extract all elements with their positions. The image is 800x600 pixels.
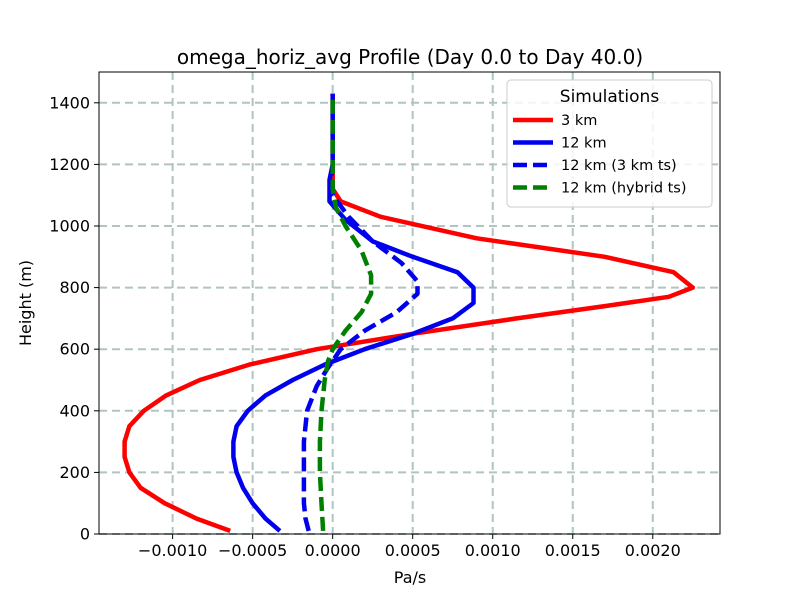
y-tick-label: 1400 <box>49 93 90 112</box>
y-tick-label: 1000 <box>49 217 90 236</box>
y-axis-label: Height (m) <box>16 260 35 346</box>
series-line-12-km-hybrid-ts <box>317 93 374 532</box>
x-tick-label: −0.0010 <box>138 541 207 560</box>
legend: Simulations 3 km 12 km 12 km (3 km ts) 12 k… <box>506 79 713 208</box>
legend-label-12-km: 12 km <box>561 136 607 152</box>
legend-label-12-km-hybrid-ts: 12 km (hybrid ts) <box>561 181 687 197</box>
y-tick-label: 200 <box>59 463 90 482</box>
y-tick-label: 0 <box>80 525 90 544</box>
series-line-12-km <box>231 93 476 533</box>
x-tick-label: 0.0010 <box>465 541 521 560</box>
x-tick-label: 0.0000 <box>305 541 361 560</box>
x-axis-ticks: −0.0010 −0.0005 0.0000 0.0005 0.0010 0.0015 0.… <box>138 534 681 560</box>
series-lines <box>122 93 696 534</box>
y-tick-label: 800 <box>59 278 90 297</box>
y-tick-label: 400 <box>59 401 90 420</box>
y-axis-ticks: 0 200 400 600 800 1000 1200 1400 <box>49 93 99 544</box>
x-tick-label: 0.0005 <box>385 541 441 560</box>
x-tick-label: −0.0005 <box>218 541 287 560</box>
x-tick-label: 0.0020 <box>625 541 681 560</box>
x-axis-label: Pa/s <box>394 568 426 587</box>
plot-area-frame <box>98 71 721 535</box>
legend-label-12-km-3-km-ts: 12 km (3 km ts) <box>561 158 677 174</box>
legend-title: Simulations <box>560 87 660 107</box>
x-tick-label: 0.0015 <box>545 541 601 560</box>
y-tick-label: 600 <box>59 340 90 359</box>
y-tick-label: 1200 <box>49 155 90 174</box>
legend-box <box>506 79 713 208</box>
legend-label-3-km: 3 km <box>561 113 597 129</box>
grid <box>99 72 720 535</box>
chart-title: omega_horiz_avg Profile (Day 0.0 to Day … <box>177 45 643 69</box>
legend-entries: 3 km 12 km 12 km (3 km ts) 12 km (hybrid ts… <box>513 113 687 197</box>
